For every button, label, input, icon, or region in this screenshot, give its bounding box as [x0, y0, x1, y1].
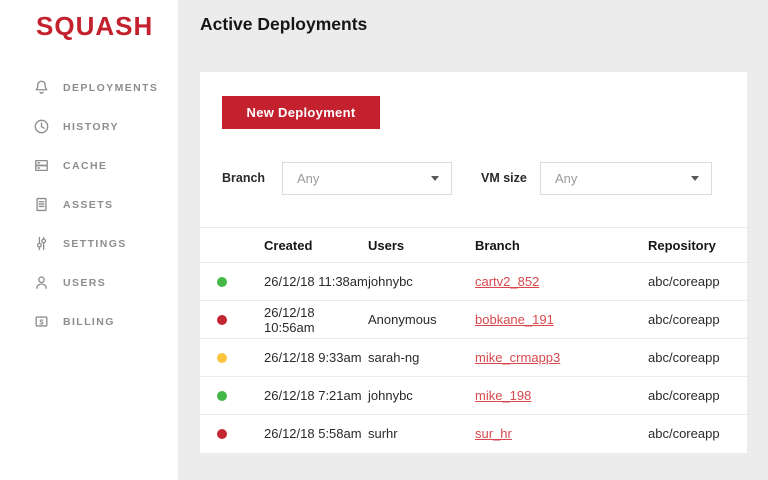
sidebar-item-cache[interactable]: CACHE [0, 146, 178, 185]
users-column-header: Users [368, 237, 405, 253]
chevron-down-icon [431, 176, 439, 181]
user-icon [33, 274, 50, 291]
status-cell [200, 428, 264, 439]
user-cell: johnybc [368, 388, 413, 403]
sidebar-item-assets[interactable]: ASSETS [0, 185, 178, 224]
table-row: 26/12/18 5:58am surhr sur_hr abc/coreapp [200, 414, 747, 452]
dollar-box-icon: $ [33, 313, 50, 330]
repository-cell: abc/coreapp [648, 274, 720, 289]
clock-icon [33, 118, 50, 135]
repository-cell: abc/coreapp [648, 350, 720, 365]
repository-cell: abc/coreapp [648, 426, 720, 441]
vm-size-filter-label: VM size [481, 171, 527, 185]
sidebar-nav: DEPLOYMENTS HISTORY CACHE ASSETS SETTING… [0, 68, 178, 341]
created-column-header: Created [264, 237, 313, 253]
filters-bar: Branch Any VM size Any [200, 162, 747, 195]
sliders-icon [33, 235, 50, 252]
sidebar-item-label: DEPLOYMENTS [63, 81, 159, 94]
new-deployment-button[interactable]: New Deployment [222, 96, 380, 129]
bell-icon [33, 79, 50, 96]
sidebar-item-deployments[interactable]: DEPLOYMENTS [0, 68, 178, 107]
cache-drawers-icon [33, 157, 50, 174]
vm-size-filter-value: Any [555, 171, 578, 186]
branch-filter-select[interactable]: Any [282, 162, 452, 195]
status-cell [200, 314, 264, 325]
branch-link[interactable]: mike_crmapp3 [475, 350, 561, 365]
status-dot [217, 428, 227, 439]
page-title: Active Deployments [200, 14, 368, 34]
sidebar-item-label: CACHE [63, 159, 108, 172]
table-row: 26/12/18 9:33am sarah-ng mike_crmapp3 ab… [200, 338, 747, 376]
created-cell: 26/12/18 10:56am [264, 304, 315, 335]
status-dot [217, 276, 227, 287]
table-row: 26/12/18 11:38am johnybc cartv2_852 abc/… [200, 262, 747, 300]
status-dot [217, 390, 227, 401]
sidebar-item-users[interactable]: USERS [0, 263, 178, 302]
svg-text:$: $ [39, 317, 44, 326]
sidebar-item-billing[interactable]: $ BILLING [0, 302, 178, 341]
created-cell: 26/12/18 11:38am [264, 274, 368, 289]
chevron-down-icon [691, 176, 699, 181]
table-row: 26/12/18 7:21am johnybc mike_198 abc/cor… [200, 376, 747, 414]
branch-filter-value: Any [297, 171, 320, 186]
branch-column-header: Branch [475, 237, 520, 253]
sidebar-item-settings[interactable]: SETTINGS [0, 224, 178, 263]
sidebar: SQUASH DEPLOYMENTS HISTORY CACHE ASSETS [0, 0, 178, 480]
user-cell: sarah-ng [368, 350, 420, 365]
vm-size-filter-select[interactable]: Any [540, 162, 712, 195]
status-cell [200, 390, 264, 401]
repository-cell: abc/coreapp [648, 312, 720, 327]
status-cell [200, 276, 264, 287]
repository-column-header: Repository [648, 237, 716, 253]
status-dot [217, 314, 227, 325]
branch-link[interactable]: bobkane_191 [475, 312, 554, 327]
sidebar-item-history[interactable]: HISTORY [0, 107, 178, 146]
branch-link[interactable]: mike_198 [475, 388, 532, 403]
sidebar-item-label: HISTORY [63, 120, 119, 133]
status-dot [217, 352, 227, 363]
user-cell: Anonymous [368, 312, 437, 327]
document-icon [33, 196, 50, 213]
table-header-row: Created Users Branch Repository [200, 227, 747, 262]
branch-link[interactable]: cartv2_852 [475, 274, 540, 289]
sidebar-item-label: SETTINGS [63, 237, 127, 250]
sidebar-item-label: USERS [63, 276, 107, 289]
branch-link[interactable]: sur_hr [475, 426, 512, 441]
deployments-table: Created Users Branch Repository 26/12/18… [200, 227, 747, 452]
status-cell [200, 352, 264, 363]
created-cell: 26/12/18 7:21am [264, 388, 362, 403]
sidebar-item-label: ASSETS [63, 198, 114, 211]
deployments-card: New Deployment Branch Any VM size Any Cr… [200, 72, 747, 453]
user-cell: johnybc [368, 274, 413, 289]
branch-filter-label: Branch [222, 171, 266, 185]
created-cell: 26/12/18 5:58am [264, 426, 362, 441]
created-cell: 26/12/18 9:33am [264, 350, 362, 365]
repository-cell: abc/coreapp [648, 388, 720, 403]
table-row: 26/12/18 10:56am Anonymous bobkane_191 a… [200, 300, 747, 338]
user-cell: surhr [368, 426, 398, 441]
app-logo[interactable]: SQUASH [36, 11, 154, 41]
sidebar-item-label: BILLING [63, 315, 115, 328]
